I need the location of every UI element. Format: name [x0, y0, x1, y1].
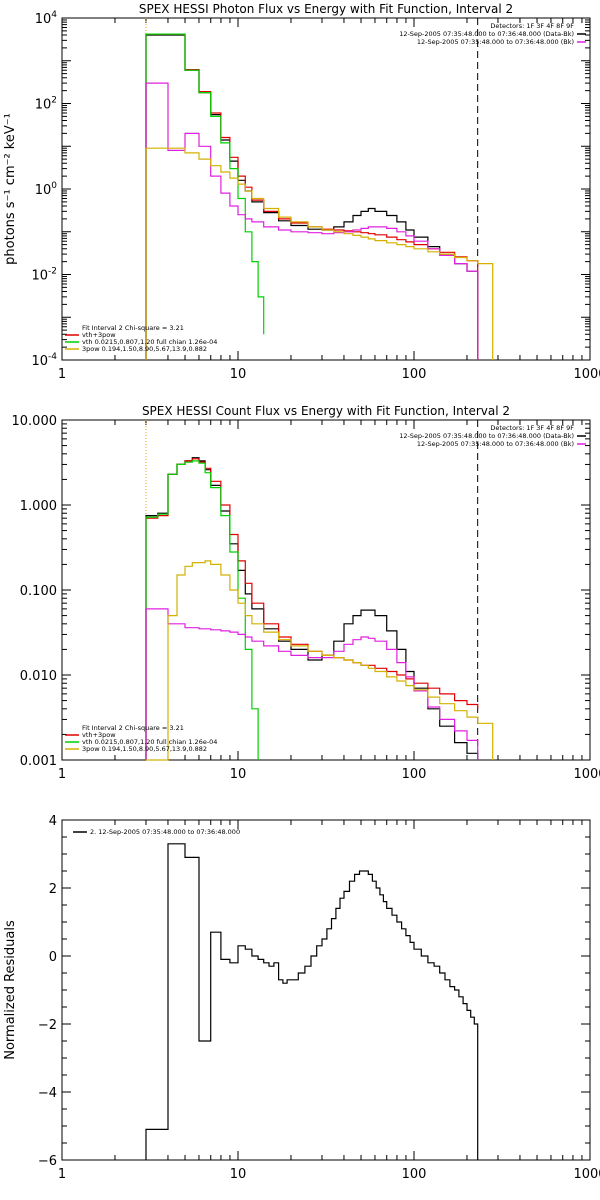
y-tick-label: −2 — [38, 1018, 57, 1033]
x-tick-label: 1 — [58, 367, 66, 382]
fit-legend-entry: vth 0.0215,0.807,1.20 full chian 1.26e-0… — [82, 738, 217, 746]
x-tick-label: 10 — [230, 1167, 247, 1182]
y-tick-label: 102 — [35, 96, 57, 113]
y-tick-label: 0.010 — [20, 669, 57, 684]
y-tick-label: 10-2 — [31, 267, 57, 284]
y-tick-label: −6 — [38, 1154, 57, 1169]
y-tick-label: 104 — [35, 10, 58, 27]
y-tick-label: 10.000 — [12, 414, 58, 429]
y-tick-label: 2 — [49, 882, 57, 897]
fit-legend-entry: Fit Interval 2 Chi-square = 3.21 — [82, 724, 184, 732]
plot-frame — [61, 819, 591, 1161]
plot-frame — [61, 419, 591, 761]
fit-legend-entry: Fit Interval 2 Chi-square = 3.21 — [82, 324, 184, 332]
series-line-3 — [145, 33, 265, 360]
header-line: 12-Sep-2005 07:35:48.000 to 07:36:48.000… — [417, 440, 574, 448]
series-line-1 — [145, 34, 479, 360]
y-tick-label: 100 — [35, 181, 58, 198]
series-line-1 — [145, 457, 479, 760]
series-line-2 — [145, 33, 479, 360]
y-tick-label: 0.100 — [20, 584, 57, 599]
header-line: 12-Sep-2005 07:35:48.000 to 07:36:48.000… — [399, 432, 574, 440]
series-line-1 — [145, 843, 479, 1160]
chart-title: SPEX HESSI Photon Flux vs Energy with Fi… — [139, 2, 513, 16]
fit-legend-entry: vth 0.0215,0.807,1.20 full chian 1.26e-0… — [82, 338, 217, 346]
y-axis-label: Normalized Residuals — [3, 920, 18, 1060]
series-line-5 — [146, 560, 494, 761]
y-tick-label: 4 — [49, 814, 57, 829]
y-tick-label: −4 — [38, 1086, 57, 1101]
series-line-5 — [145, 147, 494, 360]
fit-legend-entry: 3pow 0.194,1.50,8.90,5.67,13.9,0.882 — [82, 745, 207, 753]
y-tick-label: 1.000 — [20, 499, 57, 514]
chart-panel-1: SPEX HESSI Photon Flux vs Energy with Fi… — [3, 2, 600, 382]
y-axis-label: photons s⁻¹ cm⁻² keV⁻¹ — [3, 113, 18, 265]
chart-title: SPEX HESSI Count Flux vs Energy with Fit… — [142, 404, 510, 418]
x-tick-label: 1 — [58, 767, 66, 782]
header-line: 12-Sep-2005 07:35:48.000 to 07:36:48.000… — [417, 38, 574, 46]
x-tick-label: 10 — [230, 367, 247, 382]
x-tick-label: 10 — [230, 767, 247, 782]
y-tick-label: 0 — [49, 950, 57, 965]
y-tick-label: 10-4 — [31, 352, 57, 369]
header-line: 12-Sep-2005 07:35:48.000 to 07:36:48.000… — [399, 30, 574, 38]
plot-frame — [61, 17, 591, 361]
x-tick-label: 100 — [402, 367, 427, 382]
chart-panel-2: SPEX HESSI Count Flux vs Energy with Fit… — [12, 404, 600, 782]
x-tick-label: 1 — [58, 1167, 66, 1182]
series-line-4 — [145, 82, 479, 360]
series-line-3 — [145, 460, 259, 760]
fit-legend-entry: vth+3pow — [82, 731, 116, 739]
x-tick-label: 100 — [402, 1167, 427, 1182]
x-tick-label: 100 — [402, 767, 427, 782]
fit-legend-entry: vth+3pow — [82, 331, 116, 339]
y-tick-label: 0.001 — [20, 754, 57, 769]
fit-legend-entry: 2. 12-Sep-2005 07:35:48.000 to 07:36:48.… — [90, 828, 240, 836]
fit-legend-entry: 3pow 0.194,1.50,8.90,5.67,13.9,0.882 — [82, 345, 207, 353]
series-line-2 — [145, 458, 479, 760]
header-line: Detectors: 1F 3F 4F 8F 9F — [490, 22, 574, 30]
header-line: Detectors: 1F 3F 4F 8F 9F — [490, 424, 574, 432]
